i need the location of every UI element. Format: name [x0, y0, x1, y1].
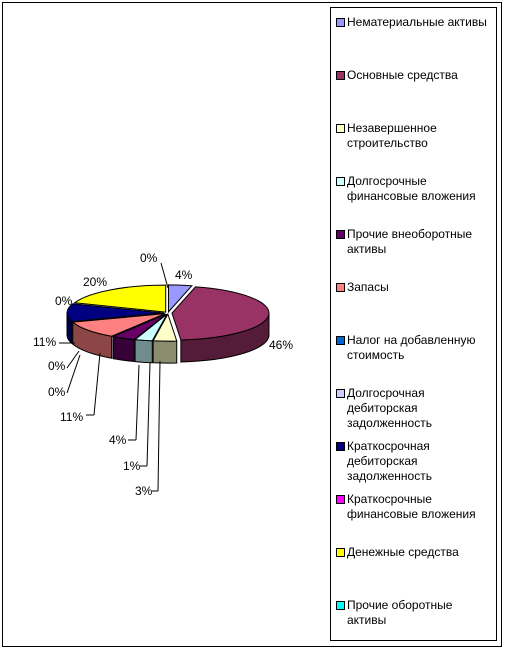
- legend-label: Краткосрочные финансовые вложения: [347, 492, 476, 521]
- pie-slice-1: [171, 286, 270, 341]
- leader-line-10-1: [146, 362, 151, 467]
- legend-swatch: [336, 495, 345, 504]
- data-label-4: 46%: [269, 338, 293, 352]
- legend-label: Долгосрочная дебиторская задолженность: [347, 386, 432, 430]
- data-label-9: 4%: [109, 433, 127, 447]
- data-label-10: 1%: [123, 459, 141, 473]
- legend-label: Краткосрочная дебиторская задолженность: [347, 439, 432, 483]
- legend: Нематериальные активы Основные средства Не…: [330, 7, 497, 641]
- legend-item: Запасы: [336, 280, 494, 295]
- legend-label: Прочие внеоборотные активы: [347, 227, 473, 256]
- pie-side-2: [152, 340, 178, 364]
- legend-item: Незавершенное строительство: [336, 121, 494, 151]
- legend-label: Незавершенное строительство: [347, 121, 437, 150]
- pie-slice-2: [152, 312, 178, 342]
- pie-chart: 0% 4% 20% 0% 46% 11% 0% 0% 11% 4% 1% 3%: [33, 251, 293, 498]
- data-label-0: 0%: [140, 251, 158, 265]
- data-label-1: 4%: [175, 268, 193, 282]
- legend-item: Прочие оборотные активы: [336, 598, 494, 628]
- legend-swatch: [336, 336, 345, 345]
- data-labels: 0% 4% 20% 0% 46% 11% 0% 0% 11% 4% 1% 3%: [33, 251, 293, 498]
- legend-item: Прочие внеоборотные активы: [336, 227, 494, 257]
- data-label-8: 11%: [60, 410, 83, 424]
- legend-swatch: [336, 18, 345, 27]
- pie-slice-8: [66, 303, 165, 323]
- data-label-3: 0%: [55, 294, 73, 308]
- legend-swatch: [336, 548, 345, 557]
- legend-swatch: [336, 283, 345, 292]
- pie-slice-4: [111, 313, 167, 341]
- legend-label: Запасы: [347, 280, 389, 294]
- legend-item: Денежные средства: [336, 545, 494, 560]
- legend-item: Краткосрочные финансовые вложения: [336, 492, 494, 522]
- legend-item: Краткосрочная дебиторская задолженность: [336, 439, 494, 484]
- leader-line-8-1: [93, 352, 101, 416]
- legend-swatch: [336, 230, 345, 239]
- pie-slice-5: [71, 313, 166, 337]
- leader-line-0-0: [160, 262, 169, 289]
- legend-item: Нематериальные активы: [336, 15, 494, 30]
- legend-swatch: [336, 177, 345, 186]
- pie-sides: [66, 312, 270, 364]
- leader-line-11-1: [157, 360, 161, 492]
- pie-slice-3: [133, 313, 168, 342]
- pie-slice-0: [167, 284, 193, 314]
- legend-label: Денежные средства: [347, 545, 459, 559]
- legend-label: Долгосрочные финансовые вложения: [347, 174, 476, 203]
- leader-line-6-0: [66, 350, 80, 369]
- pie-slice-10: [73, 284, 167, 313]
- legend-label: Прочие оборотные активы: [347, 598, 453, 627]
- legend-swatch: [336, 442, 345, 451]
- legend-swatch: [336, 71, 345, 80]
- legend-item: Основные средства: [336, 68, 494, 83]
- leader-line-9-1: [135, 364, 140, 441]
- chart-frame: 0% 4% 20% 0% 46% 11% 0% 0% 11% 4% 1% 3% Нематериаль…: [2, 2, 502, 647]
- legend-label: Нематериальные активы: [347, 15, 487, 29]
- legend-item: Налог на добавленную стоимость: [336, 333, 494, 363]
- legend-swatch: [336, 389, 345, 398]
- pie-tops: [66, 284, 270, 342]
- legend-swatch: [336, 601, 345, 610]
- legend-label: Налог на добавленную стоимость: [347, 333, 476, 362]
- data-label-5: 11%: [33, 335, 56, 349]
- leader-line-7-0: [66, 354, 81, 394]
- data-label-7: 0%: [48, 385, 66, 399]
- data-label-2: 20%: [83, 275, 107, 289]
- pie-side-3: [134, 339, 153, 364]
- legend-item: Долгосрочные финансовые вложения: [336, 174, 494, 204]
- data-label-11: 3%: [135, 484, 153, 498]
- legend-item: Долгосрочная дебиторская задолженность: [336, 386, 494, 431]
- legend-label: Основные средства: [347, 68, 458, 82]
- pie-side-4: [112, 335, 135, 363]
- data-label-6: 0%: [48, 359, 66, 373]
- legend-swatch: [336, 124, 345, 133]
